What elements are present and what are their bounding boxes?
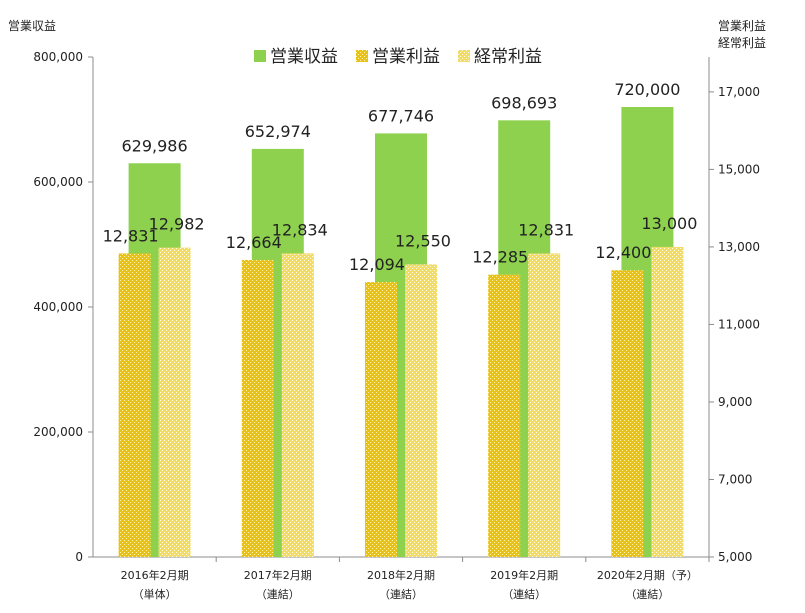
category-label: 2019年2月期	[490, 568, 558, 582]
category-sublabel: （連結）	[625, 587, 669, 601]
legend-ordinary-income-label: 経常利益	[474, 47, 542, 67]
label-ordinary-income: 12,982	[149, 215, 205, 234]
bar-operating-income	[118, 253, 151, 557]
right-axis-title-line-2: 経常利益	[718, 36, 766, 50]
bar-operating-income	[611, 270, 644, 557]
category-sublabel: （連結）	[502, 587, 546, 601]
label-operating-income: 12,094	[349, 255, 405, 274]
right-tick-label: 9,000	[718, 395, 752, 409]
bar-ordinary-income	[281, 253, 314, 558]
bar-operating-income	[488, 274, 521, 557]
label-operating-income: 12,664	[226, 233, 282, 252]
label-ordinary-income: 12,550	[395, 231, 451, 250]
legend-operating-income-swatch	[356, 50, 368, 62]
label-ordinary-income: 12,831	[518, 220, 574, 239]
bar-ordinary-income	[651, 246, 684, 557]
bar-operating-income	[241, 259, 274, 557]
right-tick-label: 11,000	[718, 317, 760, 331]
label-operating-revenue: 720,000	[614, 80, 680, 99]
bar-ordinary-income	[405, 264, 437, 557]
right-axis-title-line-1: 営業利益	[718, 19, 766, 33]
right-tick-label: 5,000	[718, 550, 752, 564]
right-tick-label: 15,000	[718, 162, 760, 176]
left-tick-label: 200,000	[33, 425, 83, 439]
label-operating-income: 12,400	[595, 243, 651, 262]
right-tick-label: 17,000	[718, 85, 760, 99]
legend-ordinary-income-swatch	[458, 50, 470, 62]
category-sublabel: （単体）	[133, 587, 177, 601]
bar-ordinary-income	[158, 247, 191, 557]
category-label: 2016年2月期	[121, 568, 189, 582]
legend-operating-income-label: 営業利益	[372, 47, 440, 67]
left-tick-label: 400,000	[33, 300, 83, 314]
label-ordinary-income: 13,000	[641, 214, 697, 233]
category-label: 2017年2月期	[244, 568, 312, 582]
bar-operating-income	[365, 282, 397, 557]
data-labels: 629,98612,83112,982652,97412,66412,83467…	[103, 80, 698, 274]
label-operating-revenue: 652,974	[245, 122, 311, 141]
legend: 営業収益 営業利益 経常利益	[254, 47, 542, 67]
category-label: 2020年2月期（予）	[597, 568, 698, 582]
category-labels: 2016年2月期 （単体） 2017年2月期 （連結） 2018年2月期 （連結） 2019…	[121, 557, 710, 601]
left-tick-label: 0	[75, 550, 83, 564]
legend-operating-revenue-swatch	[254, 50, 266, 62]
right-axis: 5,000 7,000 9,000 11,000 13,000 15,000 17,000	[708, 57, 760, 564]
label-operating-income: 12,285	[472, 248, 528, 267]
label-operating-revenue: 698,693	[491, 93, 557, 112]
label-operating-income: 12,831	[103, 226, 159, 245]
left-tick-label: 800,000	[33, 50, 83, 64]
left-tick-label: 600,000	[33, 175, 83, 189]
category-sublabel: （連結）	[256, 587, 300, 601]
bars	[118, 107, 684, 558]
label-operating-revenue: 629,986	[122, 136, 188, 155]
label-operating-revenue: 677,746	[368, 106, 434, 125]
category-label: 2018年2月期	[367, 568, 435, 582]
left-axis-title: 営業収益	[8, 19, 56, 33]
left-axis: 0 200,000 400,000 600,000 800,000	[33, 50, 709, 564]
legend-operating-revenue-label: 営業収益	[270, 47, 338, 67]
category-sublabel: （連結）	[379, 587, 423, 601]
right-tick-label: 13,000	[718, 240, 760, 254]
label-ordinary-income: 12,834	[272, 220, 328, 239]
bar-ordinary-income	[528, 253, 561, 557]
right-tick-label: 7,000	[718, 472, 752, 486]
